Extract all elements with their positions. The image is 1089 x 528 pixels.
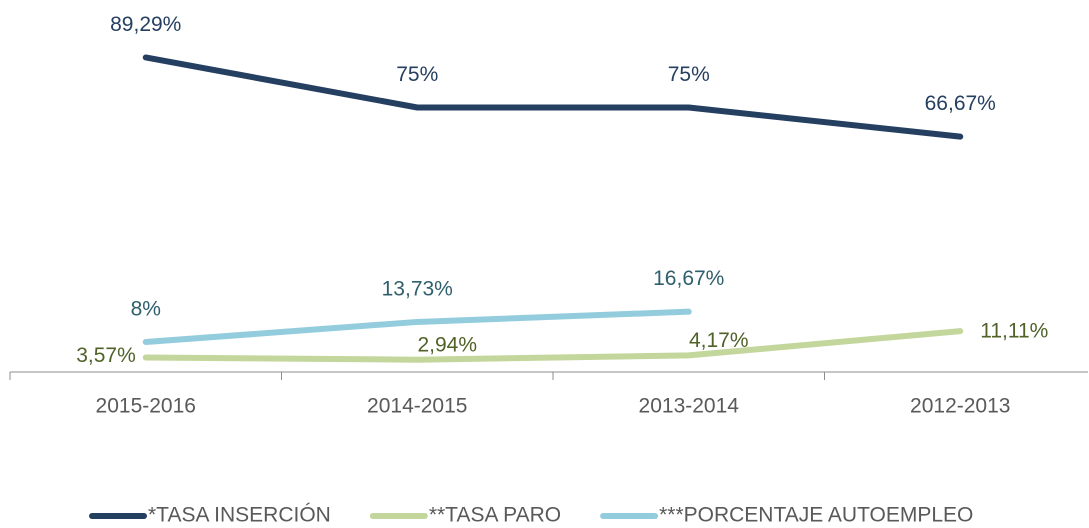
data-label: 16,67%: [653, 267, 724, 290]
data-label: 13,73%: [382, 277, 453, 300]
x-tick-label: 2013-2014: [639, 395, 740, 418]
data-label: 11,11%: [980, 320, 1048, 343]
data-label: 8%: [131, 298, 161, 321]
legend-label: ***PORCENTAJE AUTOEMPLEO: [659, 504, 973, 527]
data-label: 3,57%: [76, 344, 136, 367]
series-line: [142, 308, 692, 345]
data-label: 89,29%: [110, 13, 181, 36]
data-label: 4,17%: [689, 329, 749, 352]
data-label: 75%: [668, 63, 710, 86]
x-tick-label: 2014-2015: [367, 395, 467, 418]
legend-label: **TASA PARO: [429, 504, 561, 527]
data-label: 2,94%: [417, 333, 477, 356]
legend-label: *TASA INSERCIÓN: [148, 504, 331, 527]
x-tick-label: 2012-2013: [910, 395, 1010, 418]
series-line: [142, 54, 964, 140]
data-label: 66,67%: [925, 92, 996, 115]
x-tick-label: 2015-2016: [96, 395, 196, 418]
series-line: [142, 328, 964, 363]
data-label: 75%: [396, 63, 438, 86]
